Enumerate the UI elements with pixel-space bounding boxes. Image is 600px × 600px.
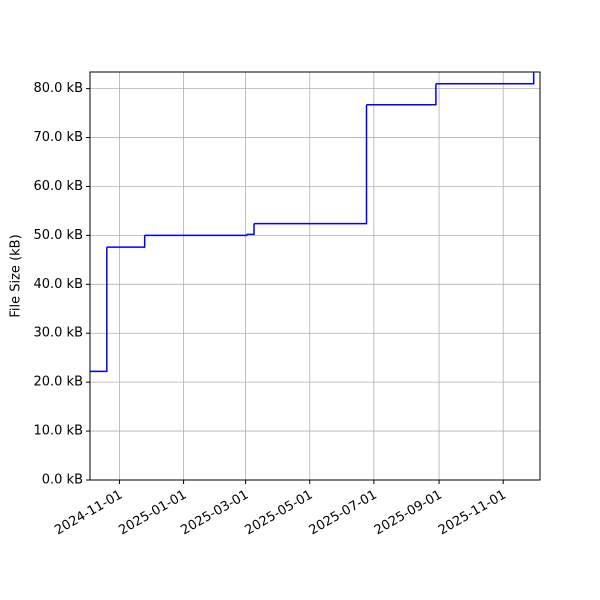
step-segment	[246, 223, 255, 236]
y-tick-label: 40.0 kB	[33, 277, 83, 292]
y-tick-label: 70.0 kB	[33, 130, 83, 145]
x-tick-label: 2025-01-01	[116, 488, 189, 539]
step-segment	[90, 247, 108, 373]
step-segment	[254, 104, 368, 225]
x-tick-label: 2025-09-01	[372, 488, 445, 539]
step-segment	[435, 72, 535, 85]
y-tick-label: 60.0 kB	[33, 179, 83, 194]
plot-area	[90, 72, 535, 373]
plot-frame	[89, 71, 541, 481]
x-tick-label: 2025-07-01	[307, 488, 380, 539]
y-tick-label: 50.0 kB	[33, 228, 83, 243]
y-tick-label: 80.0 kB	[33, 81, 83, 96]
step-segment	[366, 83, 437, 106]
y-tick-label: 30.0 kB	[33, 326, 83, 341]
x-tick-label: 2024-11-01	[52, 488, 125, 539]
step-segment	[106, 235, 146, 248]
step-segment	[144, 234, 248, 237]
x-tick-label: 2025-05-01	[243, 488, 316, 539]
y-tick-label: 20.0 kB	[33, 375, 83, 390]
y-tick-label: 0.0 kB	[42, 473, 83, 488]
x-tick-label: 2025-11-01	[436, 488, 509, 539]
y-tick-label: 10.0 kB	[33, 424, 83, 439]
x-tick-label: 2025-03-01	[178, 488, 251, 539]
y-axis-label: File Size (kB)	[9, 234, 24, 317]
